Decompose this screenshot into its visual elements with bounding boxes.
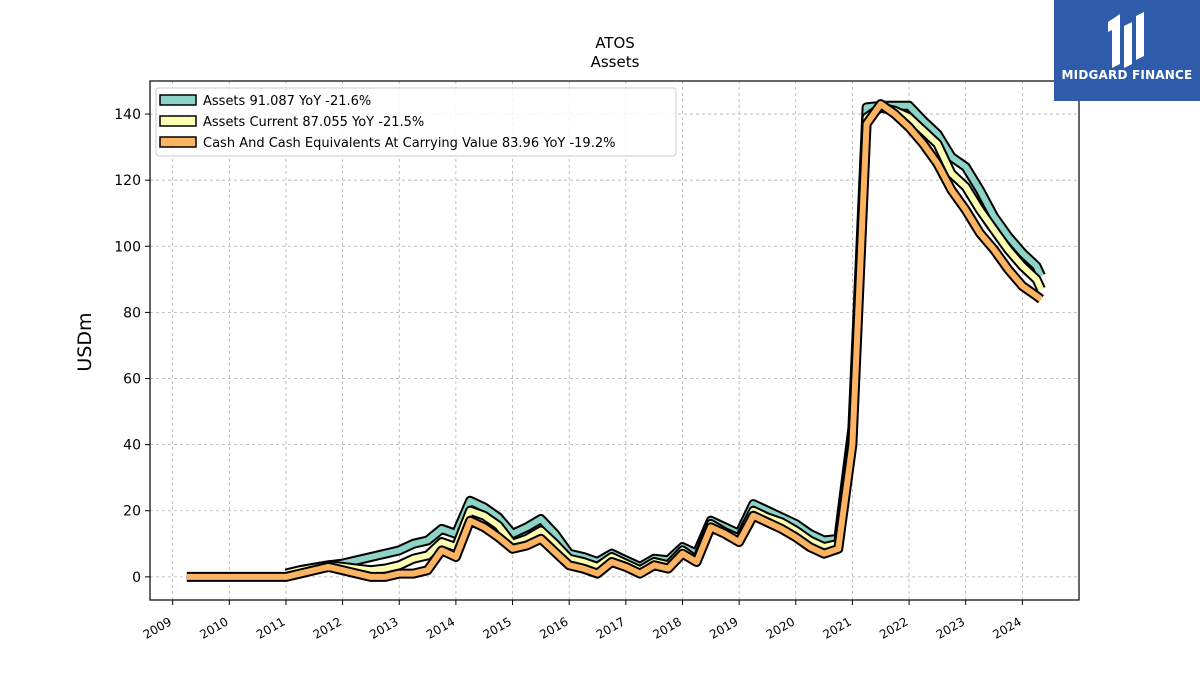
logo-mark-icon <box>1108 12 1144 68</box>
y-axis-label: USDm <box>74 312 96 371</box>
x-tick-label: 2015 <box>481 614 514 641</box>
legend-swatch-0 <box>159 94 197 106</box>
x-tick-label: 2014 <box>424 614 457 641</box>
chart-title: ATOS <box>595 34 635 52</box>
legend: Assets 91.087 YoY -21.6% Assets Current 8… <box>155 87 677 157</box>
x-tick-label: 2024 <box>990 614 1023 641</box>
y-tick-label: 120 <box>114 173 141 189</box>
y-tick-label: 80 <box>123 305 141 321</box>
y-tick-label: 140 <box>114 107 141 123</box>
grid <box>150 81 1079 600</box>
x-axis: 2009 2010 2011 2012 2013 2014 2015 2016 2017 2018… <box>141 600 1024 642</box>
plot-frame <box>149 80 1080 601</box>
x-tick-label: 2019 <box>707 614 740 641</box>
x-tick-label: 2012 <box>311 614 344 641</box>
y-tick-label: 0 <box>132 570 141 586</box>
x-tick-label: 2009 <box>141 614 174 641</box>
y-axis: 0 20 40 60 80 100 120 140 <box>114 107 150 586</box>
brand-logo: MIDGARD FINANCE <box>1054 0 1200 101</box>
logo-text: MIDGARD FINANCE <box>1061 68 1193 82</box>
y-tick-label: 20 <box>123 504 141 520</box>
y-tick-label: 100 <box>114 239 141 255</box>
legend-label-0: Assets 91.087 YoY -21.6% <box>203 94 371 109</box>
x-tick-label: 2013 <box>367 614 400 641</box>
x-tick-label: 2018 <box>651 614 684 641</box>
x-tick-label: 2023 <box>934 614 967 641</box>
y-tick-label: 40 <box>123 438 141 454</box>
x-tick-label: 2017 <box>594 614 627 641</box>
legend-label-1: Assets Current 87.055 YoY -21.5% <box>203 115 424 130</box>
x-tick-label: 2010 <box>197 614 230 641</box>
y-tick-label: 60 <box>123 372 141 388</box>
legend-swatch-1 <box>159 115 197 127</box>
series-outline-2 <box>186 99 1045 582</box>
legend-swatch-2 <box>159 136 197 148</box>
series-line-2 <box>186 101 1043 580</box>
chart-subtitle: Assets <box>591 53 640 71</box>
legend-label-2: Cash And Cash Equivalents At Carrying Va… <box>203 136 615 151</box>
series-layer <box>186 99 1046 582</box>
x-tick-label: 2021 <box>820 614 853 641</box>
x-tick-label: 2020 <box>764 614 797 641</box>
legend-box <box>155 87 677 157</box>
x-tick-label: 2022 <box>877 614 910 641</box>
x-tick-label: 2011 <box>254 614 287 641</box>
x-tick-label: 2016 <box>537 614 570 641</box>
